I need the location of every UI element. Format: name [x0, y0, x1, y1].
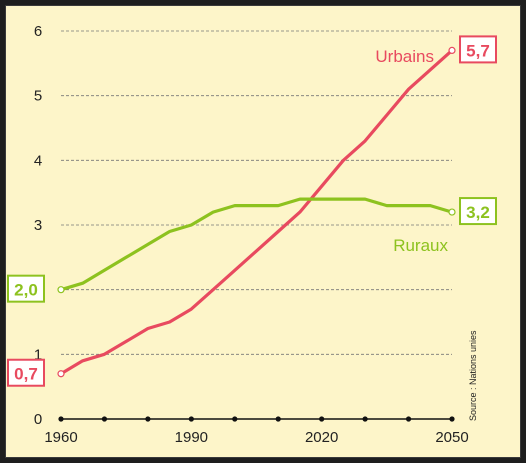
series-line-ruraux	[59, 197, 454, 292]
end-value-box-ruraux	[459, 197, 497, 226]
x-axis-dot	[232, 416, 238, 422]
x-axis-dot	[275, 416, 281, 422]
x-tick-label: 1990	[175, 429, 208, 446]
x-axis-dot	[405, 416, 412, 422]
x-axis-dot	[188, 416, 194, 422]
data-point-ruraux	[448, 208, 456, 216]
x-axis-dot	[319, 416, 325, 422]
end-value-label-urbains: 5,7	[466, 41, 490, 60]
start-value-box-urbains	[7, 358, 45, 387]
data-point-urbains	[448, 46, 456, 55]
y-tick-label: 6	[34, 23, 42, 40]
y-tick-label: 4	[34, 152, 42, 169]
x-tick-label: 1960	[44, 429, 77, 446]
line-chart: 0 1 3 4 5 6 1960 1990 2020 2050 0,7 5,7 2,0 3,2 Urbai…	[7, 23, 497, 446]
y-tick-label: 3	[34, 217, 42, 234]
y-tick-label: 1	[34, 346, 42, 363]
start-value-label-ruraux: 2,0	[14, 281, 38, 300]
x-axis-dot	[58, 416, 64, 422]
x-axis-dot	[449, 416, 455, 422]
axis-layer: 0 1 3 4 5 6 1960 1990 2020 2050	[34, 23, 469, 446]
x-tick-label: 2020	[305, 429, 338, 446]
chart-frame: 0 1 3 4 5 6 1960 1990 2020 2050 0,7 5,7 2,0 3,2 Urbai…	[5, 5, 521, 458]
x-axis-dot	[145, 416, 151, 422]
label-layer: 0,7 5,7 2,0 3,2 Urbains Ruraux	[7, 35, 497, 387]
y-tick-label: 5	[34, 88, 42, 105]
start-value-box-ruraux	[7, 274, 45, 303]
y-tick-label: 0	[34, 411, 42, 428]
series-layer	[57, 46, 456, 378]
series-name-ruraux: Ruraux	[393, 236, 448, 255]
start-value-label-urbains: 0,7	[14, 365, 38, 384]
x-axis-dot	[362, 416, 368, 422]
source-note: Source : Nations unies	[468, 330, 478, 421]
x-tick-label: 2050	[435, 429, 468, 446]
series-line-urbains	[59, 48, 454, 376]
series-name-urbains: Urbains	[375, 47, 434, 66]
end-value-box-urbains	[459, 35, 497, 64]
grid-layer	[61, 30, 452, 355]
data-point-ruraux	[57, 286, 65, 294]
data-point-urbains	[57, 370, 65, 378]
x-axis-dot	[101, 416, 108, 422]
end-value-label-ruraux: 3,2	[466, 203, 490, 222]
